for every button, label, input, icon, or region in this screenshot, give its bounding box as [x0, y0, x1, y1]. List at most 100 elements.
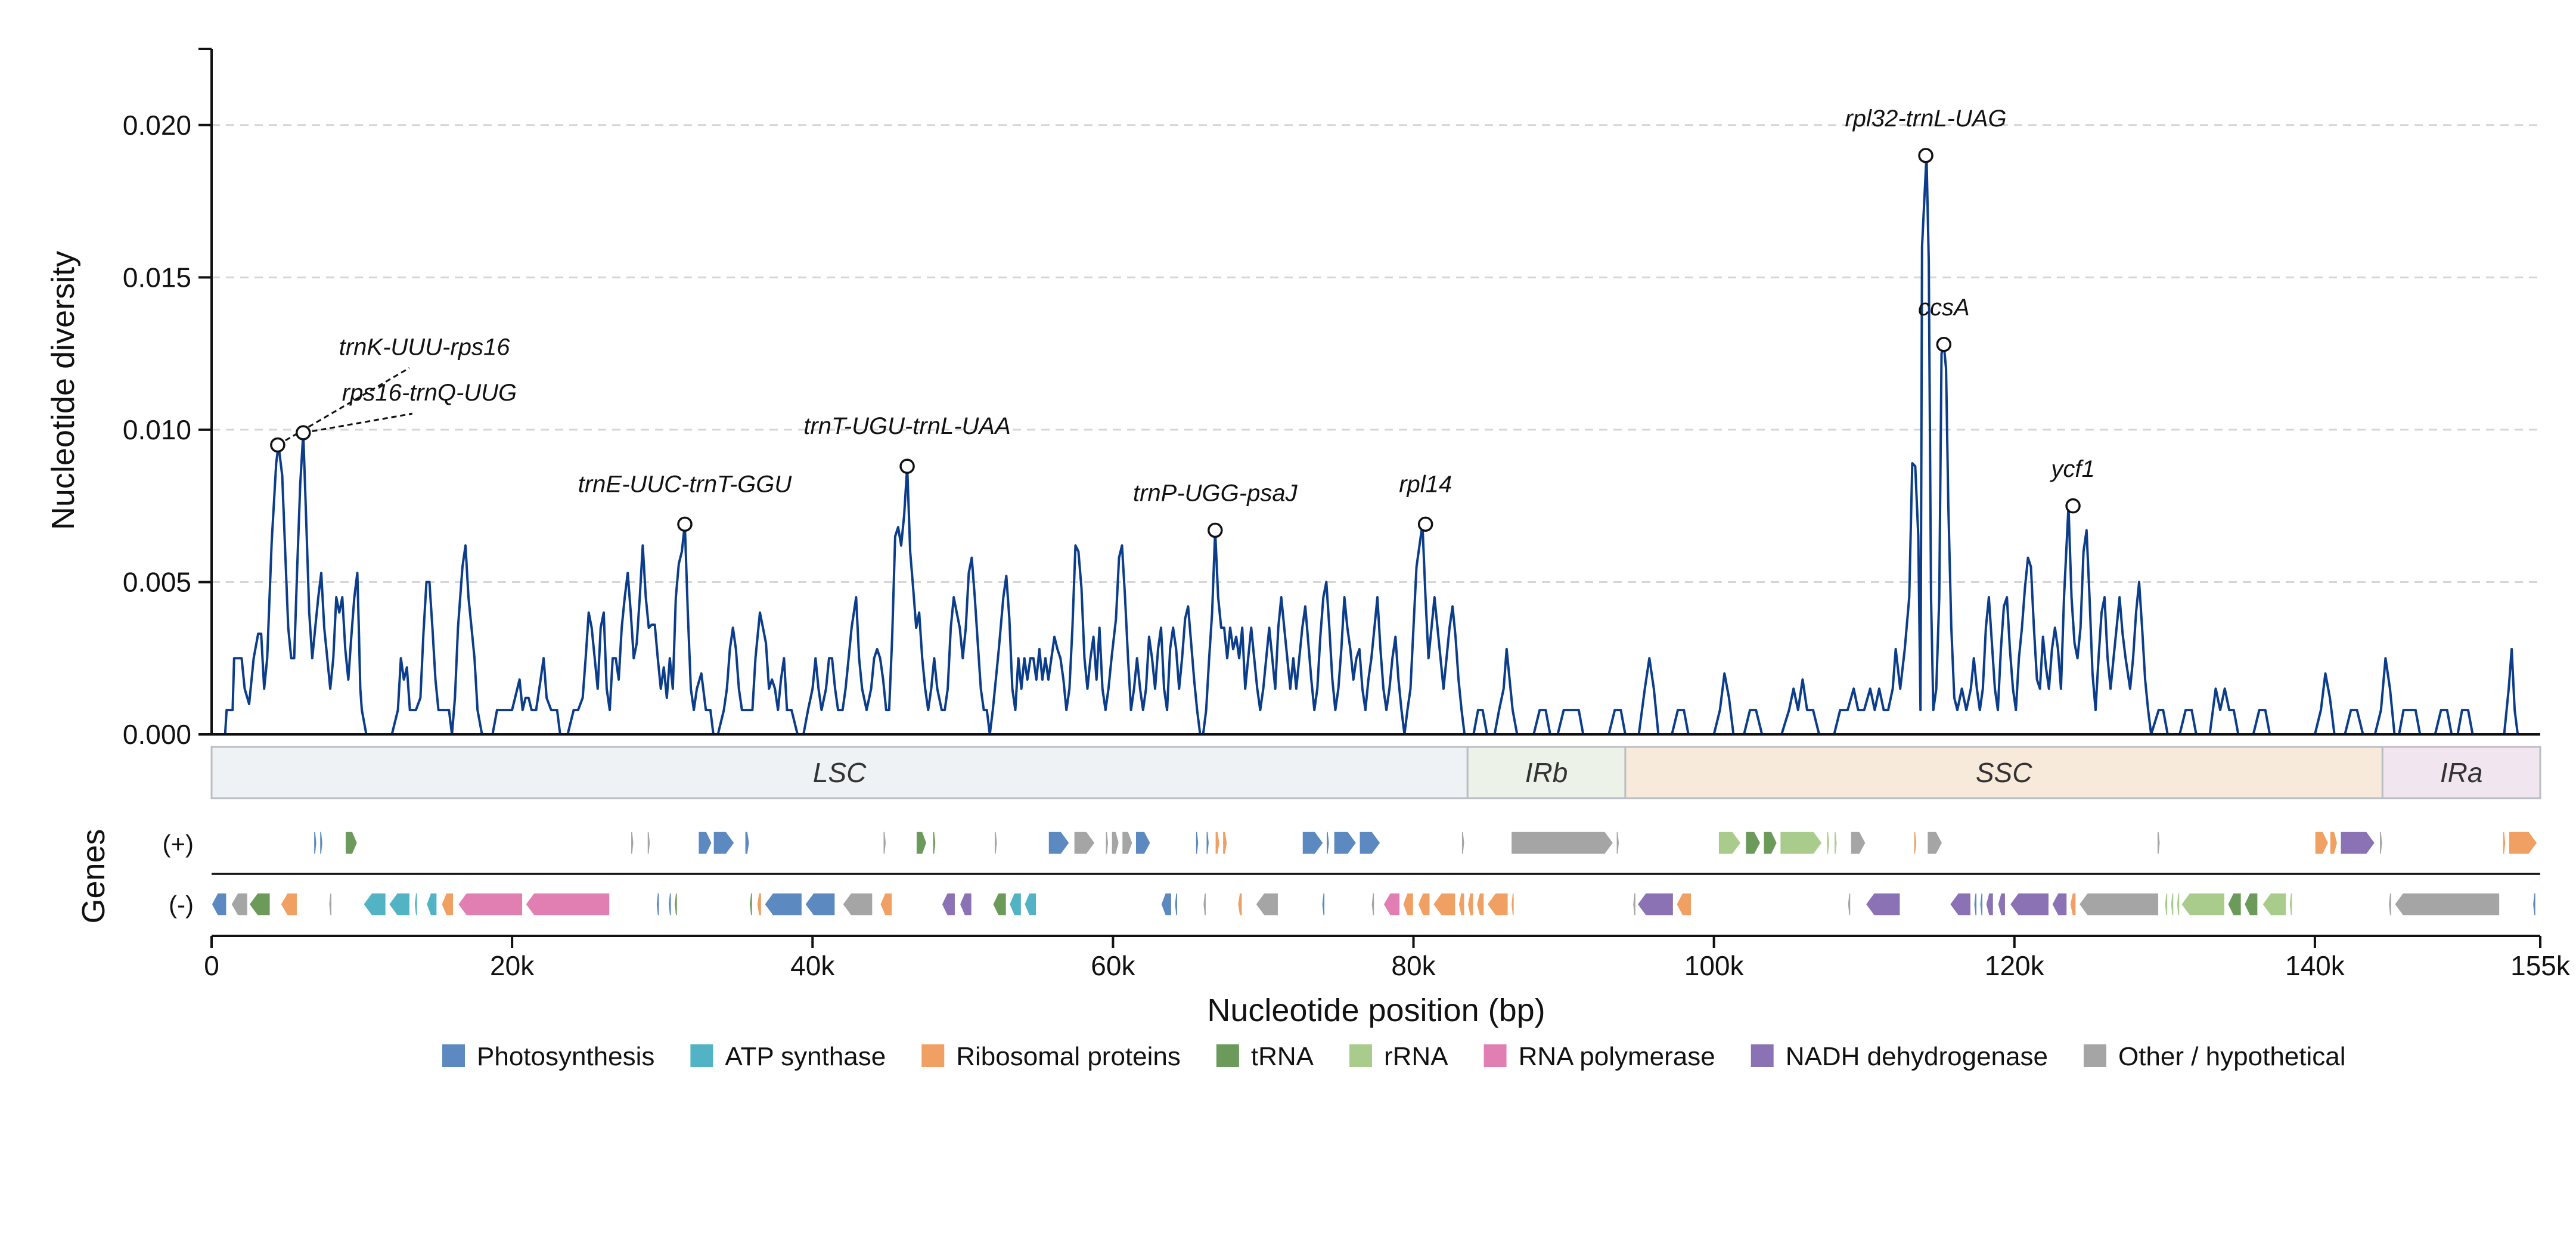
- gene-minus: [1174, 892, 1178, 916]
- peak-annotation-label: ycf1: [2049, 456, 2094, 482]
- legend-label-rrna: rRNA: [1384, 1042, 1448, 1071]
- gene-minus: [1973, 892, 1978, 916]
- gene-minus: [1402, 892, 1414, 916]
- region-irb: [1466, 746, 1627, 799]
- peak-marker: [1918, 148, 1933, 163]
- gene-minus: [1510, 892, 1515, 916]
- gene-minus: [1321, 892, 1326, 916]
- gene-minus: [941, 892, 956, 916]
- gene-plus: [2379, 831, 2383, 855]
- y-tick-label: 0.010: [123, 414, 191, 445]
- x-axis-title: Nucleotide position (bp): [1207, 993, 1545, 1028]
- diversity-line-layer: [224, 154, 2540, 736]
- legend-swatch-atp: [690, 1044, 713, 1067]
- axes: 0.000 0.005 0.010 0.015 0.020 0 20k 40k 60k 80k 10…: [123, 48, 2571, 981]
- region-label: LSC: [813, 757, 867, 788]
- legend-label-ndh: NADH dehydrogenase: [1786, 1042, 2048, 1071]
- gene-plus: [344, 831, 358, 855]
- grid-lines: [212, 124, 2540, 583]
- gene-minus: [764, 892, 803, 916]
- legend-label-trna: tRNA: [1251, 1042, 1314, 1071]
- gene-minus: [1486, 892, 1509, 916]
- gene-plus: [1048, 831, 1070, 855]
- gene-plus: [2340, 831, 2376, 855]
- gene-minus: [959, 892, 973, 916]
- plus-strand-label: (+): [163, 830, 194, 858]
- peak-annotation-label: trnK-UUU-rps16: [339, 334, 510, 360]
- region-label: IRb: [1525, 757, 1568, 788]
- x-tick-label: 20k: [490, 950, 535, 981]
- gene-minus: [1383, 892, 1401, 916]
- gene-minus: [1417, 892, 1430, 916]
- legend-label-other: Other / hypothetical: [2118, 1042, 2346, 1071]
- peak-annotation-label: trnT-UGU-trnL-UAA: [803, 413, 1010, 439]
- gene-plus: [1779, 831, 1823, 855]
- peak-annotations: trnK-UUU-rps16 rps16-trnQ-UUG trnE-UUC-trn…: [270, 106, 2095, 538]
- x-tick-label: 0: [204, 950, 219, 981]
- gene-plus: [744, 831, 750, 855]
- legend-label-rnap: RNA polymerase: [1519, 1042, 1715, 1071]
- gene-minus: [1432, 892, 1456, 916]
- gene-minus: [328, 892, 333, 916]
- diversity-series-line: [224, 154, 2540, 736]
- gene-plus: [1826, 831, 1830, 855]
- legend-label-ribo: Ribosomal proteins: [956, 1042, 1181, 1071]
- gene-plus: [1359, 831, 1382, 855]
- region-lsc: [210, 746, 1469, 799]
- gene-minus: [668, 892, 672, 916]
- y-axis-title: Nucleotide diversity: [45, 251, 81, 530]
- gene-minus: [2051, 892, 2068, 916]
- gene-plus: [1073, 831, 1096, 855]
- gene-minus: [2069, 892, 2077, 916]
- region-ssc: [1624, 746, 2383, 799]
- peak-annotation-label: ccsA: [1918, 294, 1970, 321]
- annotation-leader-line: [277, 367, 410, 446]
- gene-minus: [842, 892, 873, 916]
- gene-minus: [2170, 892, 2174, 916]
- gene-plus: [994, 831, 998, 855]
- legend-swatch-rrna: [1349, 1044, 1372, 1067]
- gene-minus: [1632, 892, 1637, 916]
- gene-plus: [915, 831, 927, 855]
- gene-plus: [1135, 831, 1152, 855]
- x-tick-label: 60k: [1091, 950, 1135, 981]
- gene-minus: [2532, 892, 2537, 916]
- gene-minus: [1023, 892, 1037, 916]
- region-ira: [2381, 746, 2541, 799]
- gene-plus: [1510, 831, 1614, 855]
- x-tick-label: 100k: [1684, 950, 1745, 981]
- peak-marker: [1936, 337, 1952, 352]
- gene-minus: [230, 892, 249, 916]
- y-tick-label: 0.015: [123, 262, 191, 293]
- gene-plus: [1913, 831, 1917, 855]
- gene-plus: [2508, 831, 2538, 855]
- peak-annotation-label: trnP-UGG-psaJ: [1133, 480, 1298, 507]
- gene-minus: [2009, 892, 2050, 916]
- gene-minus: [457, 892, 523, 916]
- peak-annotation-label: rpl14: [1399, 471, 1452, 497]
- x-tick-label: 155k: [2510, 950, 2571, 981]
- x-tick-label: 140k: [2285, 950, 2345, 981]
- gene-track: [211, 831, 2540, 916]
- gene-minus: [249, 892, 271, 916]
- gene-plus: [319, 831, 324, 855]
- gene-minus: [1237, 892, 1243, 916]
- peak-marker: [1208, 522, 1223, 538]
- gene-minus: [440, 892, 454, 916]
- legend-swatch-photo: [442, 1044, 465, 1067]
- gene-minus: [280, 892, 298, 916]
- gene-plus: [2502, 831, 2506, 855]
- gene-minus: [2176, 892, 2180, 916]
- peak-annotation-label: rpl32-trnL-UAG: [1845, 106, 2006, 132]
- gene-plus: [1333, 831, 1357, 855]
- region-label: SSC: [1976, 757, 2032, 788]
- gene-minus: [524, 892, 610, 916]
- gene-minus: [2394, 892, 2500, 916]
- gene-plus: [1302, 831, 1324, 855]
- gene-minus: [1255, 892, 1279, 916]
- gene-plus: [313, 831, 318, 855]
- gene-plus: [697, 831, 713, 855]
- gene-plus: [1718, 831, 1742, 855]
- gene-minus: [674, 892, 678, 916]
